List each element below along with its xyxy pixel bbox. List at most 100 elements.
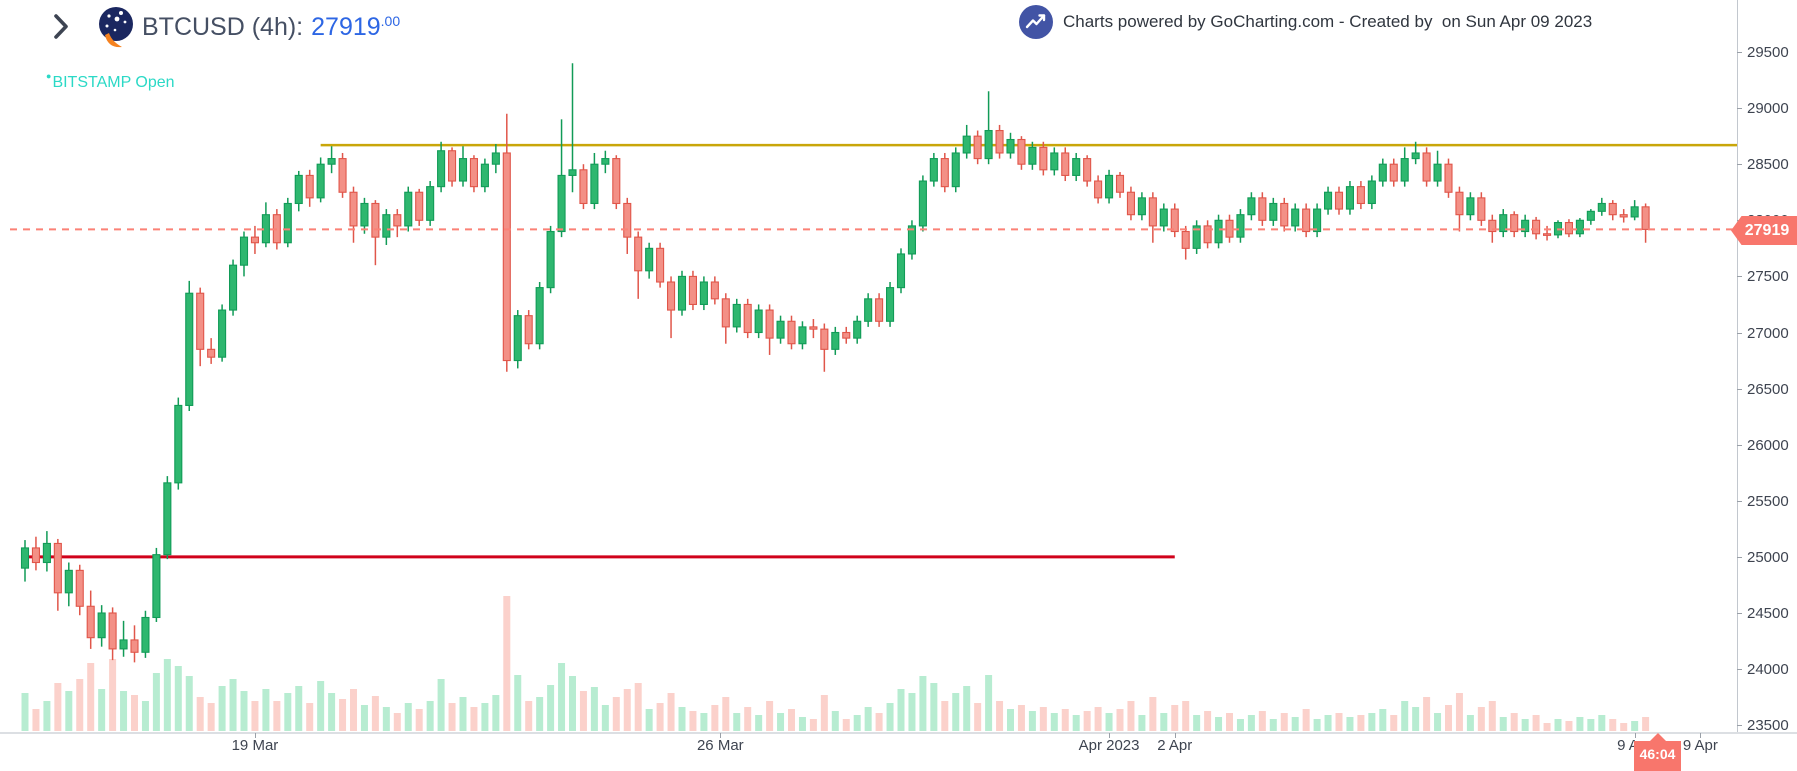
volume-bar	[350, 689, 357, 731]
last-price-value: 27919	[311, 13, 381, 41]
candle-body	[447, 150, 457, 182]
volume-bar	[1455, 693, 1463, 731]
volume-bar	[448, 703, 456, 731]
candle-body	[1466, 197, 1475, 216]
volume-bar	[974, 703, 982, 731]
volume-bar	[371, 696, 379, 731]
candle-body	[360, 202, 369, 227]
candle-body	[579, 169, 588, 205]
volume-bar	[1324, 715, 1332, 731]
candle-body	[338, 158, 347, 193]
candle-body	[754, 309, 763, 334]
candle-body	[666, 281, 676, 311]
candle-body	[1280, 202, 1289, 227]
candle-body	[820, 328, 829, 350]
volume-bar	[1412, 707, 1420, 731]
candle-body	[546, 230, 555, 289]
candle-body	[119, 639, 128, 650]
volume-bar	[1171, 705, 1179, 731]
volume-bar	[481, 703, 489, 731]
volume-bar	[503, 596, 511, 731]
status-bullet-icon: ●	[46, 71, 52, 81]
volume-bar	[152, 673, 160, 731]
candle-body	[1039, 146, 1048, 171]
candle-body	[415, 191, 424, 221]
volume-bar	[1072, 715, 1080, 731]
candle-body	[984, 129, 993, 160]
candle-body	[1105, 174, 1114, 199]
volume-bar	[1083, 711, 1091, 731]
volume-bar	[1390, 715, 1398, 731]
candle-body	[656, 247, 665, 283]
candle-body	[294, 174, 303, 205]
candle-body	[108, 612, 117, 650]
volume-bar	[1609, 719, 1617, 731]
candle-body	[229, 264, 238, 311]
volume-bar	[163, 659, 171, 731]
candle-body	[86, 605, 95, 639]
candle-body	[590, 163, 599, 205]
expand-toolbar-chevron-icon[interactable]	[53, 13, 71, 41]
volume-bar	[1620, 723, 1628, 731]
volume-bar	[755, 715, 763, 731]
volume-bar	[996, 701, 1004, 731]
candle-body	[1378, 163, 1387, 182]
candle-body	[1324, 191, 1333, 210]
volume-bar	[76, 679, 84, 731]
time-axis-border	[0, 732, 1797, 734]
candle-body	[382, 214, 391, 238]
volume-bar	[229, 679, 237, 731]
volume-bar	[558, 663, 566, 731]
volume-bar	[1127, 701, 1135, 731]
volume-bar	[831, 711, 839, 731]
volume-bar	[295, 686, 303, 731]
volume-bar	[886, 703, 894, 731]
volume-bar	[700, 713, 708, 731]
candle-body	[1203, 225, 1212, 244]
volume-bar	[360, 705, 368, 731]
volume-bar	[1554, 719, 1562, 731]
candle-body	[239, 236, 249, 266]
volume-bar	[1138, 715, 1146, 731]
candle-body	[31, 547, 41, 564]
volume-bar	[1631, 721, 1639, 731]
candle-body	[1608, 202, 1617, 216]
candle-body	[1214, 219, 1223, 244]
candle-body	[1575, 219, 1584, 235]
volume-bar	[1587, 719, 1595, 731]
candle-body	[371, 202, 380, 238]
candle-body	[185, 292, 194, 406]
candle-body	[1521, 219, 1530, 233]
volume-bar	[1116, 709, 1124, 731]
volume-bar	[842, 719, 850, 731]
volume-bar	[1269, 719, 1277, 731]
gocharting-logo-icon[interactable]	[96, 5, 136, 49]
volume-bar	[634, 683, 642, 731]
candle-body	[1028, 146, 1037, 165]
volume-bar	[131, 695, 138, 731]
volume-bar	[1576, 717, 1584, 731]
candle-body	[535, 287, 544, 345]
candle-body	[743, 303, 752, 334]
volume-bar	[1258, 711, 1266, 731]
volume-bar	[1313, 719, 1321, 731]
candle-body	[1094, 180, 1103, 199]
volume-bar	[262, 689, 270, 731]
candle-body	[53, 542, 62, 594]
volume-bar	[1204, 711, 1212, 731]
candle-body	[20, 547, 30, 569]
volume-bar	[1280, 713, 1288, 731]
volume-bar	[590, 687, 598, 731]
volume-bar	[1028, 711, 1036, 731]
candle-body	[1411, 152, 1420, 160]
volume-bar	[1291, 717, 1299, 731]
volume-bar	[579, 691, 587, 731]
volume-bar	[492, 695, 500, 731]
candle-body	[951, 152, 960, 188]
candle-body	[404, 191, 413, 227]
candle-body	[1159, 208, 1168, 227]
candle-body	[491, 152, 500, 165]
candle-body	[1302, 208, 1311, 233]
volume-bar	[908, 693, 916, 731]
